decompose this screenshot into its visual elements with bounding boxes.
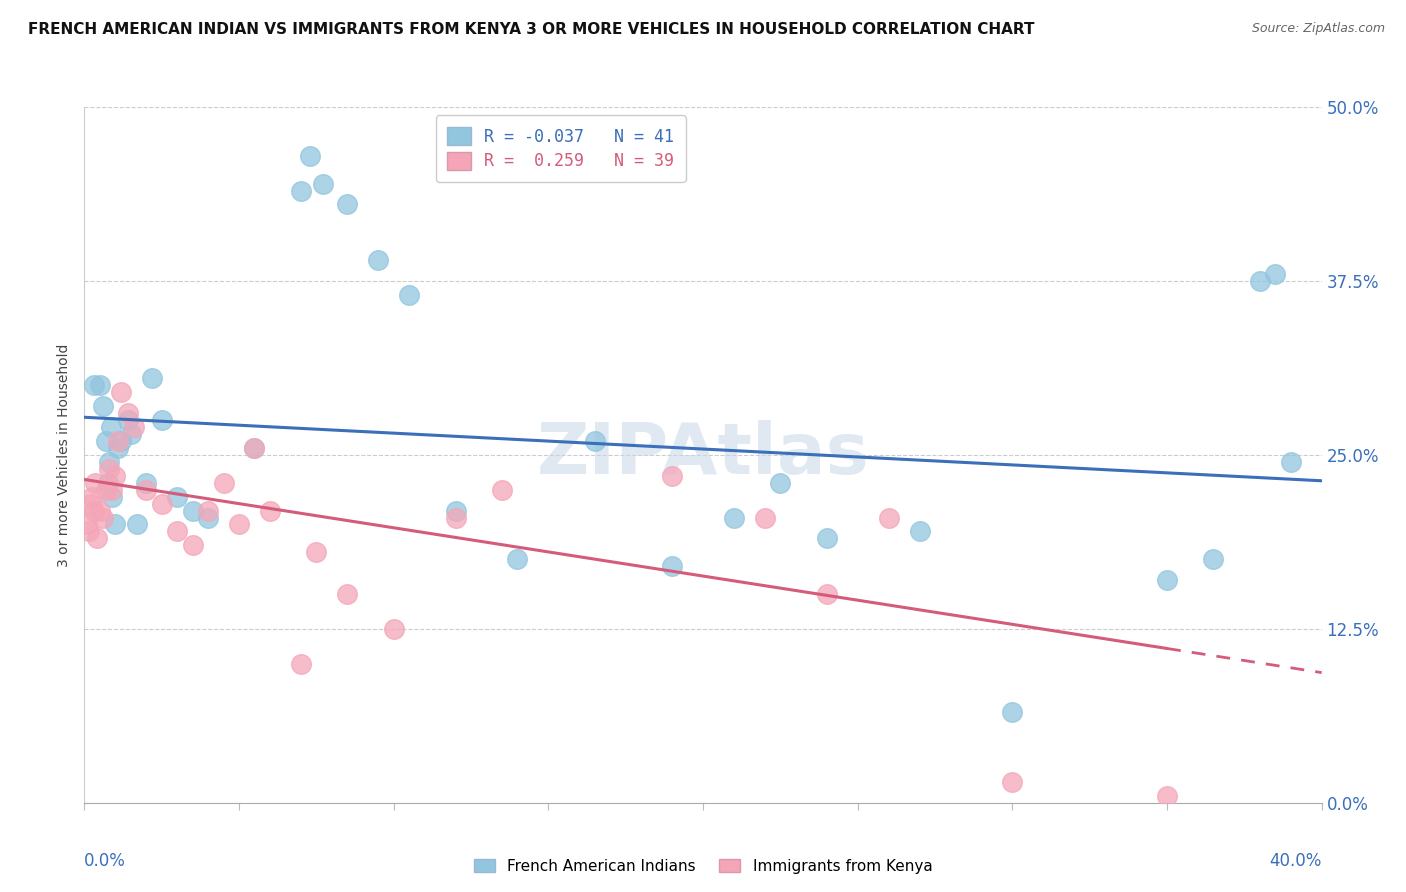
Point (877, 510, 900, 524)
Point (197, 510, 219, 524)
Point (110, 434, 132, 448)
Point (83, 503, 105, 517)
Point (382, 622, 405, 636)
Point (117, 406, 139, 420)
Point (122, 420, 145, 434)
Point (135, 475, 157, 490)
Point (84, 475, 107, 490)
Point (290, 184, 312, 198)
Point (243, 441, 266, 455)
Point (120, 427, 142, 442)
Point (104, 468, 127, 483)
Text: 0.0%: 0.0% (84, 852, 127, 870)
Point (290, 657, 312, 671)
Point (661, 559, 683, 574)
Point (506, 552, 529, 566)
Text: Source: ZipAtlas.com: Source: ZipAtlas.com (1251, 22, 1385, 36)
Point (150, 413, 173, 427)
Point (197, 503, 219, 517)
Point (97, 475, 120, 490)
Point (98, 455, 121, 469)
Point (769, 475, 792, 490)
Point (491, 483, 513, 497)
Point (583, 434, 606, 448)
Text: ZIPAtlas: ZIPAtlas (537, 420, 869, 490)
Point (815, 532, 838, 546)
Point (135, 483, 157, 497)
Point (125, 517, 148, 532)
Point (212, 475, 235, 490)
Point (1001, 706, 1024, 720)
Point (181, 503, 204, 517)
Point (77, 524, 100, 539)
Point (101, 483, 124, 497)
Point (117, 413, 139, 427)
Point (89, 503, 111, 517)
Point (1156, 789, 1178, 803)
Point (444, 503, 467, 517)
Point (723, 510, 745, 524)
Point (754, 510, 776, 524)
Point (107, 441, 129, 455)
Point (100, 420, 122, 434)
Point (537, 142, 560, 156)
Point (89, 378, 111, 392)
Point (150, 497, 173, 511)
Point (91, 510, 114, 524)
Point (1249, 274, 1271, 288)
Point (336, 587, 359, 601)
Point (1279, 455, 1302, 469)
Legend: R = -0.037   N = 41, R =  0.259   N = 39: R = -0.037 N = 41, R = 0.259 N = 39 (436, 115, 686, 182)
Point (86, 532, 108, 546)
Point (166, 490, 188, 504)
Point (228, 517, 250, 532)
Point (91, 399, 114, 413)
Point (444, 510, 467, 524)
Point (661, 468, 683, 483)
Point (98, 462, 121, 476)
Point (107, 434, 129, 448)
Point (1264, 267, 1286, 281)
Point (1156, 573, 1178, 587)
Point (305, 545, 328, 559)
Text: 40.0%: 40.0% (1270, 852, 1322, 870)
Point (82, 490, 104, 504)
Point (311, 177, 333, 191)
Point (398, 288, 420, 302)
Point (181, 538, 204, 552)
Point (336, 197, 359, 211)
Legend: French American Indians, Immigrants from Kenya: French American Indians, Immigrants from… (468, 853, 938, 880)
Point (110, 385, 132, 400)
Text: FRENCH AMERICAN INDIAN VS IMMIGRANTS FROM KENYA 3 OR MORE VEHICLES IN HOUSEHOLD : FRENCH AMERICAN INDIAN VS IMMIGRANTS FRO… (28, 22, 1035, 37)
Point (101, 490, 124, 504)
Point (815, 587, 838, 601)
Point (79, 497, 101, 511)
Point (166, 524, 188, 539)
Y-axis label: 3 or more Vehicles in Household: 3 or more Vehicles in Household (58, 343, 72, 566)
Point (141, 371, 163, 385)
Point (76, 517, 98, 532)
Point (104, 517, 127, 532)
Point (259, 503, 281, 517)
Point (94, 483, 117, 497)
Point (243, 441, 266, 455)
Point (908, 524, 931, 539)
Point (1001, 775, 1024, 789)
Point (83, 378, 105, 392)
Point (1202, 552, 1225, 566)
Point (299, 149, 322, 163)
Point (367, 253, 389, 268)
Point (94, 434, 117, 448)
